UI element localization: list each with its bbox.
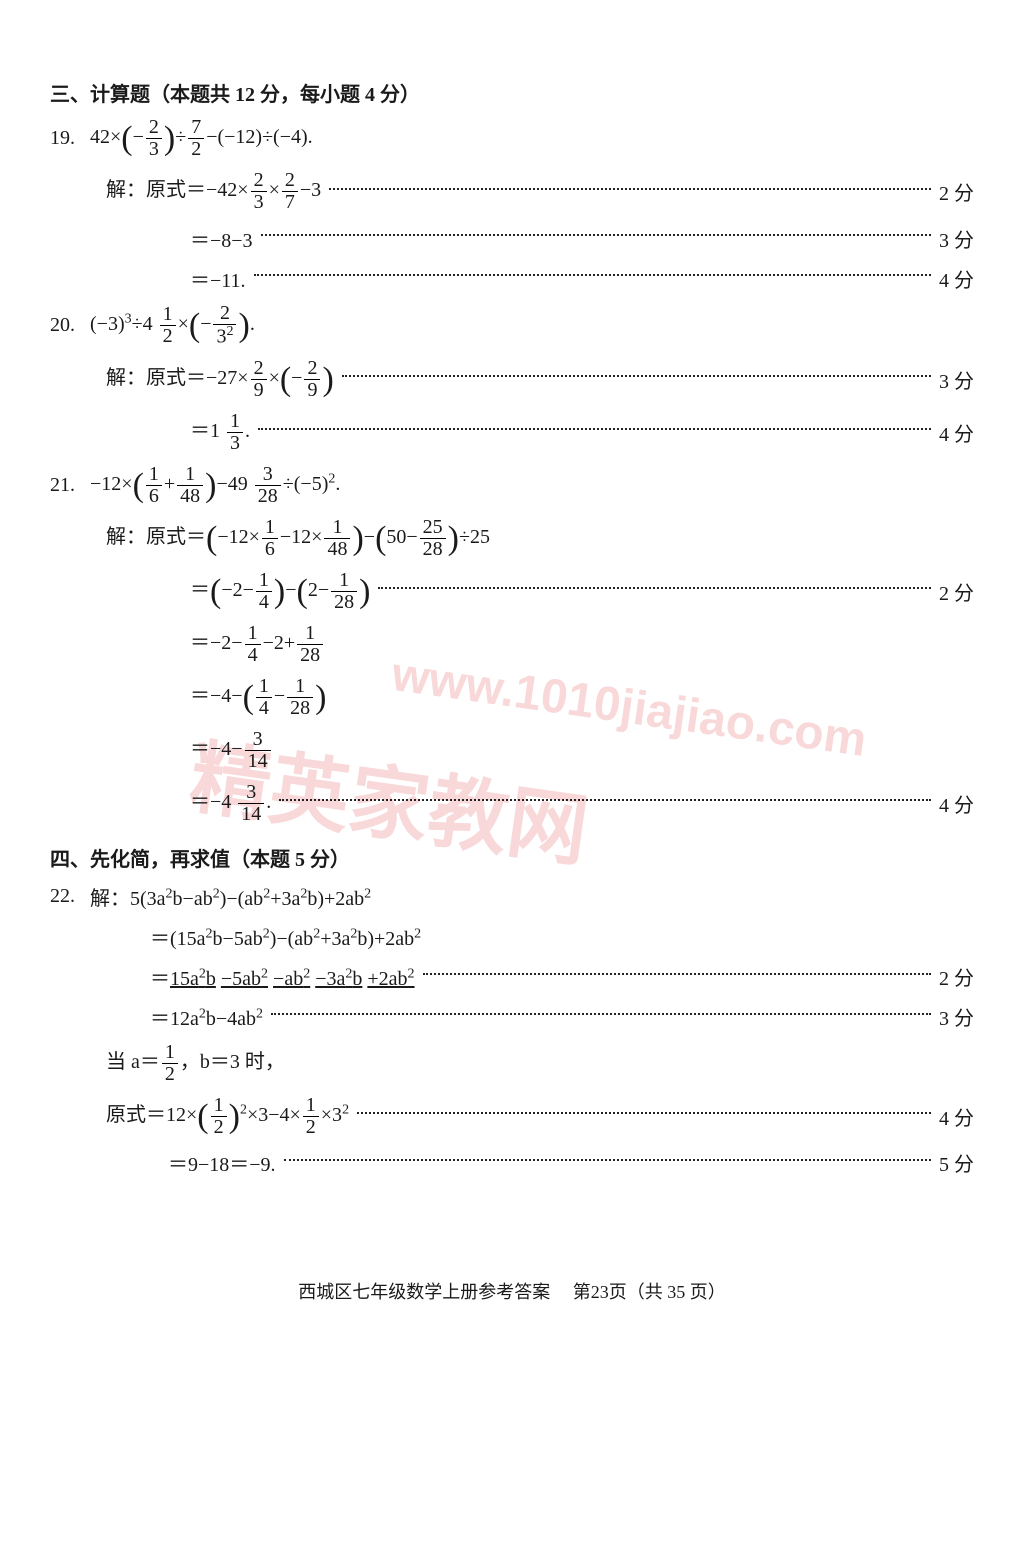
q22-line4: ＝12a2b−4ab2 — [150, 1002, 263, 1031]
q22-line6: ＝9−18＝−9. — [168, 1148, 276, 1177]
dot-leader — [254, 274, 931, 276]
sol-label: 解： — [90, 888, 130, 910]
q21-step3: ＝−2−14−2+128 — [190, 623, 325, 666]
q19-step3-pts: 4 分 — [939, 264, 974, 293]
q21-step5: ＝−4−314 — [190, 729, 273, 772]
q20-step2: ＝1 13. — [190, 411, 250, 454]
q21-step6-pts: 4 分 — [939, 789, 974, 818]
q22-line4-pts: 3 分 — [939, 1002, 974, 1031]
q19-step3: ＝−11. — [190, 264, 246, 293]
q19-step1: 解：原式＝−42×23×27−3 — [106, 170, 321, 213]
q19-step2: ＝−8−3 — [190, 224, 253, 253]
dot-leader — [271, 1013, 931, 1015]
sol-label: 解：原式＝ — [106, 179, 206, 201]
dot-leader — [284, 1159, 931, 1161]
q21-step1: 解：原式＝(−12×16−12×148)−(50−2528)÷25 — [106, 517, 490, 560]
q22-line5-pts: 4 分 — [939, 1102, 974, 1131]
section4-title: 四、先化简，再求值（本题 5 分） — [50, 843, 974, 872]
dot-leader — [261, 234, 931, 236]
q19-stem: 42×(−23)÷72−(−12)÷(−4). — [90, 117, 313, 160]
sol-label: 解：原式＝ — [106, 526, 206, 548]
q21: 21. −12×(16+148)−49 328÷(−5)2. 解：原式＝(−12… — [50, 464, 974, 825]
dot-leader — [329, 188, 931, 190]
q22-line2: ＝(15a2b−5ab2)−(ab2+3a2b)+2ab2 — [150, 922, 421, 951]
page-footer: 西城区七年级数学上册参考答案 第23页（共 35 页） — [50, 1278, 974, 1304]
q20-step2-pts: 4 分 — [939, 418, 974, 447]
q22-line6-pts: 5 分 — [939, 1148, 974, 1177]
q20-stem: (−3)3÷4 12×(−232). — [90, 303, 255, 348]
footer-left: 西城区七年级数学上册参考答案 — [298, 1282, 550, 1302]
q21-num: 21. — [50, 474, 90, 497]
q22-line3-pts: 2 分 — [939, 962, 974, 991]
dot-leader — [378, 587, 931, 589]
q20-num: 20. — [50, 314, 90, 337]
dot-leader — [342, 375, 931, 377]
q22-line1: 解：5(3a2b−ab2)−(ab2+3a2b)+2ab2 — [90, 882, 371, 911]
q22-cond: 当 a＝12，b＝3 时， — [106, 1042, 285, 1085]
q20-step1-pts: 3 分 — [939, 365, 974, 394]
q21-step2-pts: 2 分 — [939, 577, 974, 606]
q21-step2: ＝(−2−14)−(2−128) — [190, 570, 370, 613]
dot-leader — [423, 973, 931, 975]
q21-step4: ＝−4−(14−128) — [190, 676, 327, 719]
q19: 19. 42×(−23)÷72−(−12)÷(−4). 解：原式＝−42×23×… — [50, 117, 974, 293]
q22: 22. 解：5(3a2b−ab2)−(ab2+3a2b)+2ab2 ＝(15a2… — [50, 882, 974, 1178]
q21-stem: −12×(16+148)−49 328÷(−5)2. — [90, 464, 340, 507]
section3-title: 三、计算题（本题共 12 分，每小题 4 分） — [50, 78, 974, 107]
q19-num: 19. — [50, 127, 90, 150]
q22-line3: ＝15a2b −5ab2 −ab2 −3a2b +2ab2 — [150, 962, 415, 991]
q19-step1-pts: 2 分 — [939, 177, 974, 206]
dot-leader — [279, 799, 931, 801]
q22-num: 22. — [50, 885, 90, 908]
q19-step2-pts: 3 分 — [939, 224, 974, 253]
q22-line5: 原式＝12×(12)2×3−4×12×32 — [106, 1095, 349, 1138]
q20-step1: 解：原式＝−27×29×(−29) — [106, 358, 334, 401]
dot-leader — [258, 428, 931, 430]
footer-right: 第23页（共 35 页） — [573, 1282, 726, 1302]
q21-step6: ＝−4 314. — [190, 782, 271, 825]
sol-label: 解：原式＝ — [106, 367, 206, 389]
dot-leader — [357, 1112, 931, 1114]
q20: 20. (−3)3÷4 12×(−232). 解：原式＝−27×29×(−29)… — [50, 303, 974, 454]
